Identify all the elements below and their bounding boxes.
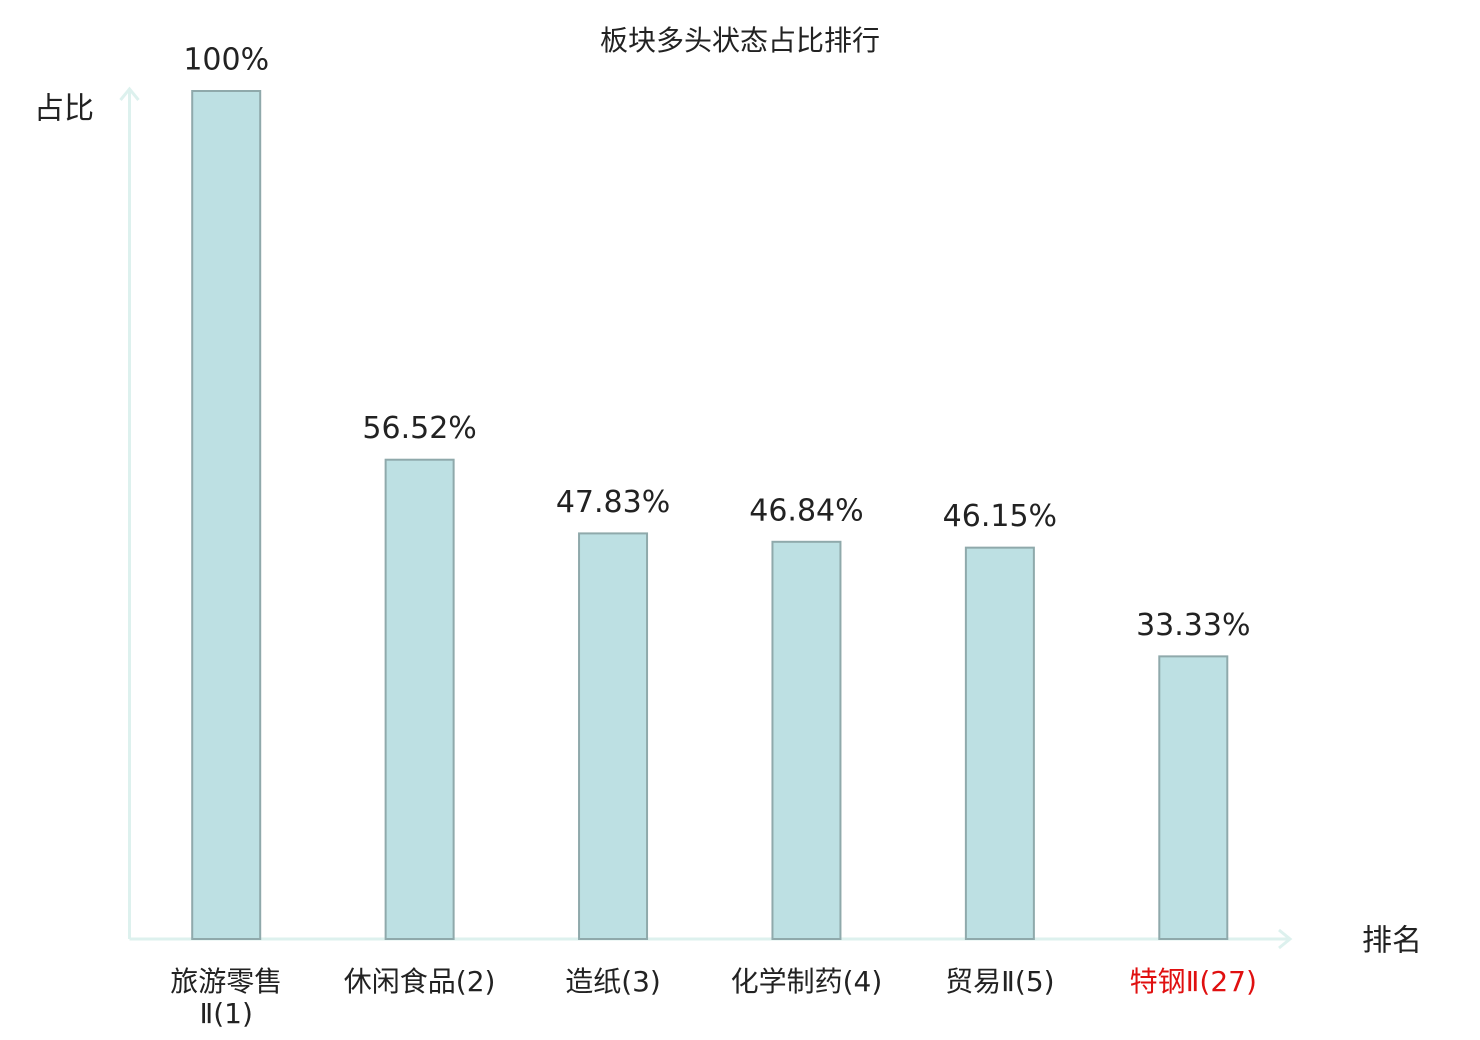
- x-tick-label: 贸易Ⅱ(5): [945, 965, 1055, 998]
- x-tick-label: 旅游零售 Ⅱ(1): [170, 965, 283, 1030]
- value-label: 46.84%: [749, 493, 863, 528]
- x-axis-label: 排名: [1362, 924, 1422, 959]
- chart-title: 板块多头状态占比排行: [600, 24, 880, 57]
- x-tick-label: 化学制药(4): [730, 965, 883, 998]
- x-axis-arrow: [1278, 928, 1293, 950]
- bar: [578, 532, 649, 940]
- value-label: 46.15%: [943, 499, 1057, 534]
- x-tick-label: 休闲食品(2): [343, 965, 496, 998]
- x-tick-label: 造纸(3): [565, 965, 661, 998]
- y-axis-arrow: [119, 86, 140, 101]
- value-label: 56.52%: [362, 411, 476, 446]
- bar: [771, 540, 842, 940]
- bar: [964, 546, 1035, 940]
- bar: [191, 90, 262, 940]
- y-axis-label: 占比: [34, 92, 94, 127]
- value-label: 47.83%: [556, 485, 670, 520]
- x-tick-label: 特钢Ⅱ(27): [1129, 965, 1257, 998]
- bar: [384, 458, 455, 940]
- value-label: 33.33%: [1136, 608, 1250, 643]
- bar: [1158, 655, 1229, 940]
- value-label: 100%: [183, 43, 269, 78]
